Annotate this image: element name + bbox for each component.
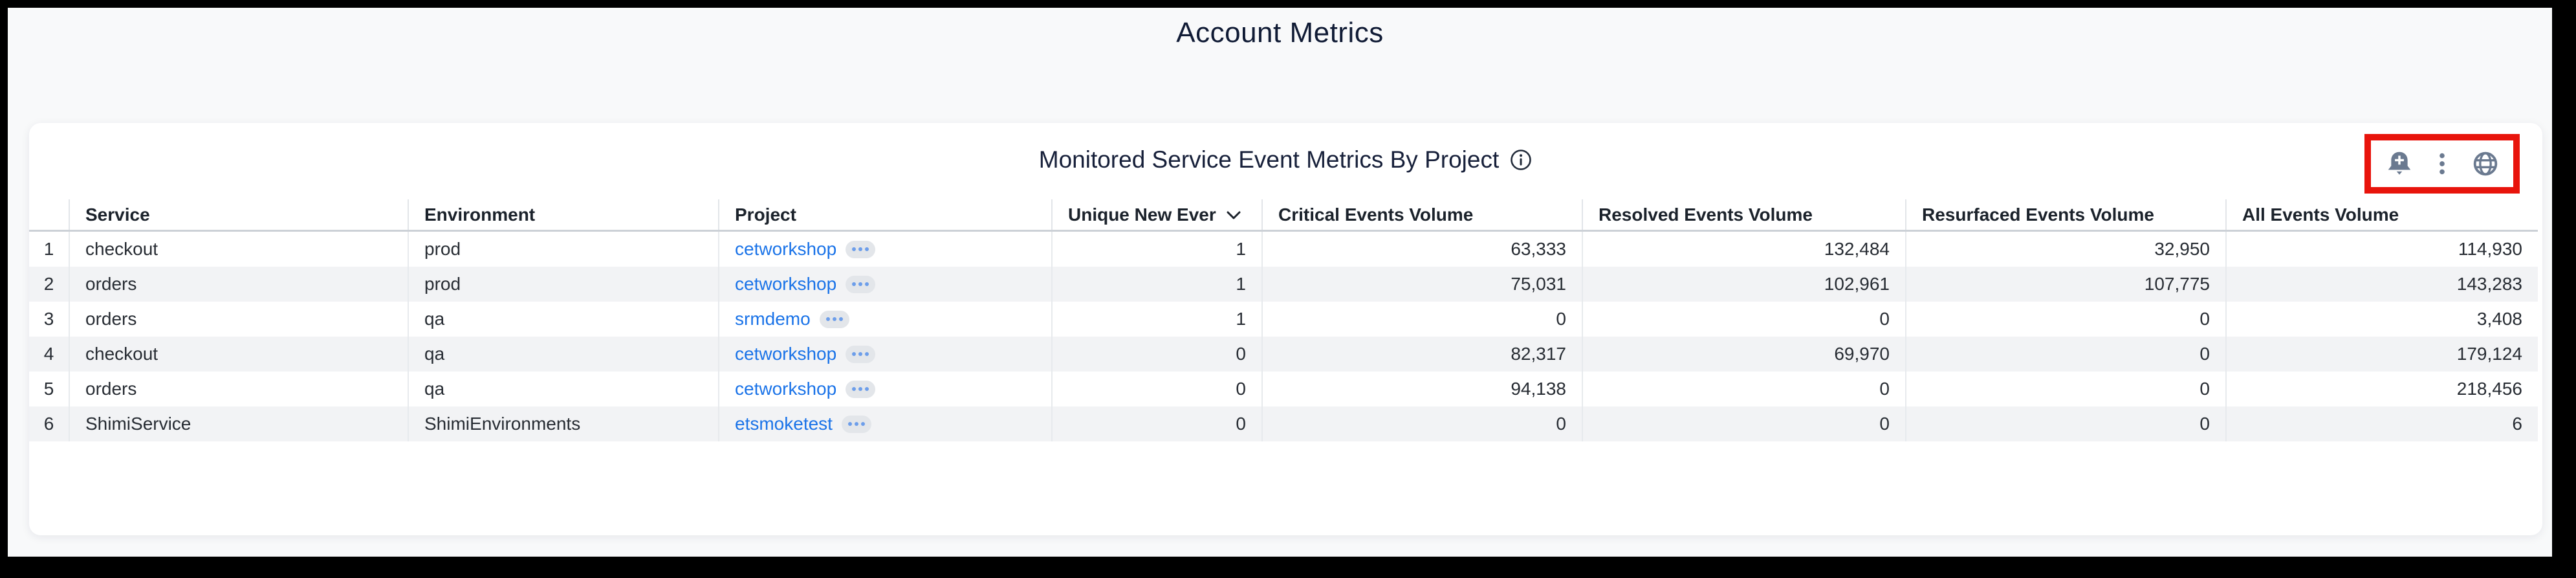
cell-project: cetworkshop	[718, 337, 1051, 372]
project-link[interactable]: srmdemo	[735, 309, 811, 329]
column-header-project[interactable]: Project	[718, 199, 1051, 230]
cell-project: cetworkshop	[718, 372, 1051, 406]
table-row: 1 checkout prod cetworkshop 1 63,333 132…	[29, 232, 2538, 267]
row-index: 1	[43, 239, 54, 259]
page-title: Account Metrics	[1176, 17, 1384, 49]
cell-resurfaced: 0	[1905, 406, 2225, 441]
cell-resolved: 102,961	[1582, 267, 1905, 302]
info-icon[interactable]	[1509, 148, 1533, 172]
column-header-critical[interactable]: Critical Events Volume	[1261, 199, 1582, 230]
cell-environment: qa	[408, 302, 718, 337]
table-row: 4 checkout qa cetworkshop 0 82,317 69,97…	[29, 337, 2538, 372]
annotation-box	[2364, 134, 2520, 194]
cell-unique-new: 1	[1051, 232, 1261, 267]
cell-critical: 82,317	[1261, 337, 1582, 372]
row-index: 2	[43, 274, 54, 294]
project-link[interactable]: etsmoketest	[735, 414, 833, 434]
row-index: 3	[43, 309, 54, 329]
metrics-table: Service Environment Project Unique New E…	[29, 199, 2538, 441]
ellipsis-badge[interactable]	[846, 275, 876, 293]
table-header-row: Service Environment Project Unique New E…	[29, 199, 2538, 232]
column-header-resurfaced[interactable]: Resurfaced Events Volume	[1905, 199, 2225, 230]
cell-unique-new: 1	[1051, 267, 1261, 302]
cell-service: ShimiService	[69, 406, 408, 441]
column-header-resolved[interactable]: Resolved Events Volume	[1582, 199, 1905, 230]
metrics-panel: Monitored Service Event Metrics By Proje…	[29, 123, 2542, 535]
cell-critical: 0	[1261, 406, 1582, 441]
screenshot-content: Account Metrics Monitored Service Event …	[8, 8, 2552, 557]
cell-critical: 0	[1261, 302, 1582, 337]
cell-all: 179,124	[2225, 337, 2538, 372]
sort-desc-icon	[1227, 211, 1241, 219]
row-index: 5	[43, 379, 54, 399]
kebab-menu-icon[interactable]	[2427, 149, 2457, 179]
cell-environment: qa	[408, 337, 718, 372]
ellipsis-badge[interactable]	[841, 415, 871, 433]
cell-resolved: 0	[1582, 372, 1905, 406]
cell-unique-new: 0	[1051, 337, 1261, 372]
column-header-environment[interactable]: Environment	[408, 199, 718, 230]
cell-service: checkout	[69, 337, 408, 372]
cell-project: srmdemo	[718, 302, 1051, 337]
cell-resurfaced: 0	[1905, 372, 2225, 406]
cell-all: 143,283	[2225, 267, 2538, 302]
cell-unique-new: 1	[1051, 302, 1261, 337]
ellipsis-badge[interactable]	[846, 240, 876, 258]
table-row: 2 orders prod cetworkshop 1 75,031 102,9…	[29, 267, 2538, 302]
cell-critical: 94,138	[1261, 372, 1582, 406]
project-link[interactable]: cetworkshop	[735, 239, 837, 259]
table-row: 5 orders qa cetworkshop 0 94,138 0 0 218…	[29, 372, 2538, 406]
cell-critical: 75,031	[1261, 267, 1582, 302]
cell-resolved: 69,970	[1582, 337, 1905, 372]
cell-resurfaced: 107,775	[1905, 267, 2225, 302]
column-header-service[interactable]: Service	[69, 199, 408, 230]
ellipsis-badge[interactable]	[819, 310, 849, 328]
cell-resolved: 0	[1582, 302, 1905, 337]
cell-service: checkout	[69, 232, 408, 267]
cell-unique-new: 0	[1051, 372, 1261, 406]
cell-all: 3,408	[2225, 302, 2538, 337]
cell-critical: 63,333	[1261, 232, 1582, 267]
project-link[interactable]: cetworkshop	[735, 379, 837, 399]
project-link[interactable]: cetworkshop	[735, 274, 837, 294]
project-link[interactable]: cetworkshop	[735, 344, 837, 364]
cell-all: 6	[2225, 406, 2538, 441]
cell-resolved: 0	[1582, 406, 1905, 441]
cell-environment: ShimiEnvironments	[408, 406, 718, 441]
table-body: 1 checkout prod cetworkshop 1 63,333 132…	[29, 232, 2538, 441]
cell-resurfaced: 0	[1905, 337, 2225, 372]
row-index: 6	[43, 414, 54, 434]
cell-project: cetworkshop	[718, 267, 1051, 302]
cell-all: 218,456	[2225, 372, 2538, 406]
cell-resurfaced: 32,950	[1905, 232, 2225, 267]
table-row: 3 orders qa srmdemo 1 0 0 0 3,408	[29, 302, 2538, 337]
cell-environment: qa	[408, 372, 718, 406]
column-header-index	[29, 199, 69, 230]
ellipsis-badge[interactable]	[846, 380, 876, 398]
cell-environment: prod	[408, 232, 718, 267]
panel-title: Monitored Service Event Metrics By Proje…	[1038, 146, 1500, 173]
cell-resurfaced: 0	[1905, 302, 2225, 337]
cell-environment: prod	[408, 267, 718, 302]
cell-unique-new: 0	[1051, 406, 1261, 441]
cell-resolved: 132,484	[1582, 232, 1905, 267]
row-index: 4	[43, 344, 54, 364]
column-header-unique-new[interactable]: Unique New Ever	[1051, 199, 1261, 230]
cell-service: orders	[69, 302, 408, 337]
cell-project: cetworkshop	[718, 232, 1051, 267]
globe-icon[interactable]	[2471, 149, 2500, 179]
cell-all: 114,930	[2225, 232, 2538, 267]
table-row: 6 ShimiService ShimiEnvironments etsmoke…	[29, 406, 2538, 441]
panel-header: Monitored Service Event Metrics By Proje…	[29, 145, 2542, 175]
column-header-all[interactable]: All Events Volume	[2225, 199, 2538, 230]
bell-plus-icon[interactable]	[2385, 149, 2414, 179]
ellipsis-badge[interactable]	[846, 345, 876, 363]
cell-service: orders	[69, 372, 408, 406]
cell-project: etsmoketest	[718, 406, 1051, 441]
cell-service: orders	[69, 267, 408, 302]
